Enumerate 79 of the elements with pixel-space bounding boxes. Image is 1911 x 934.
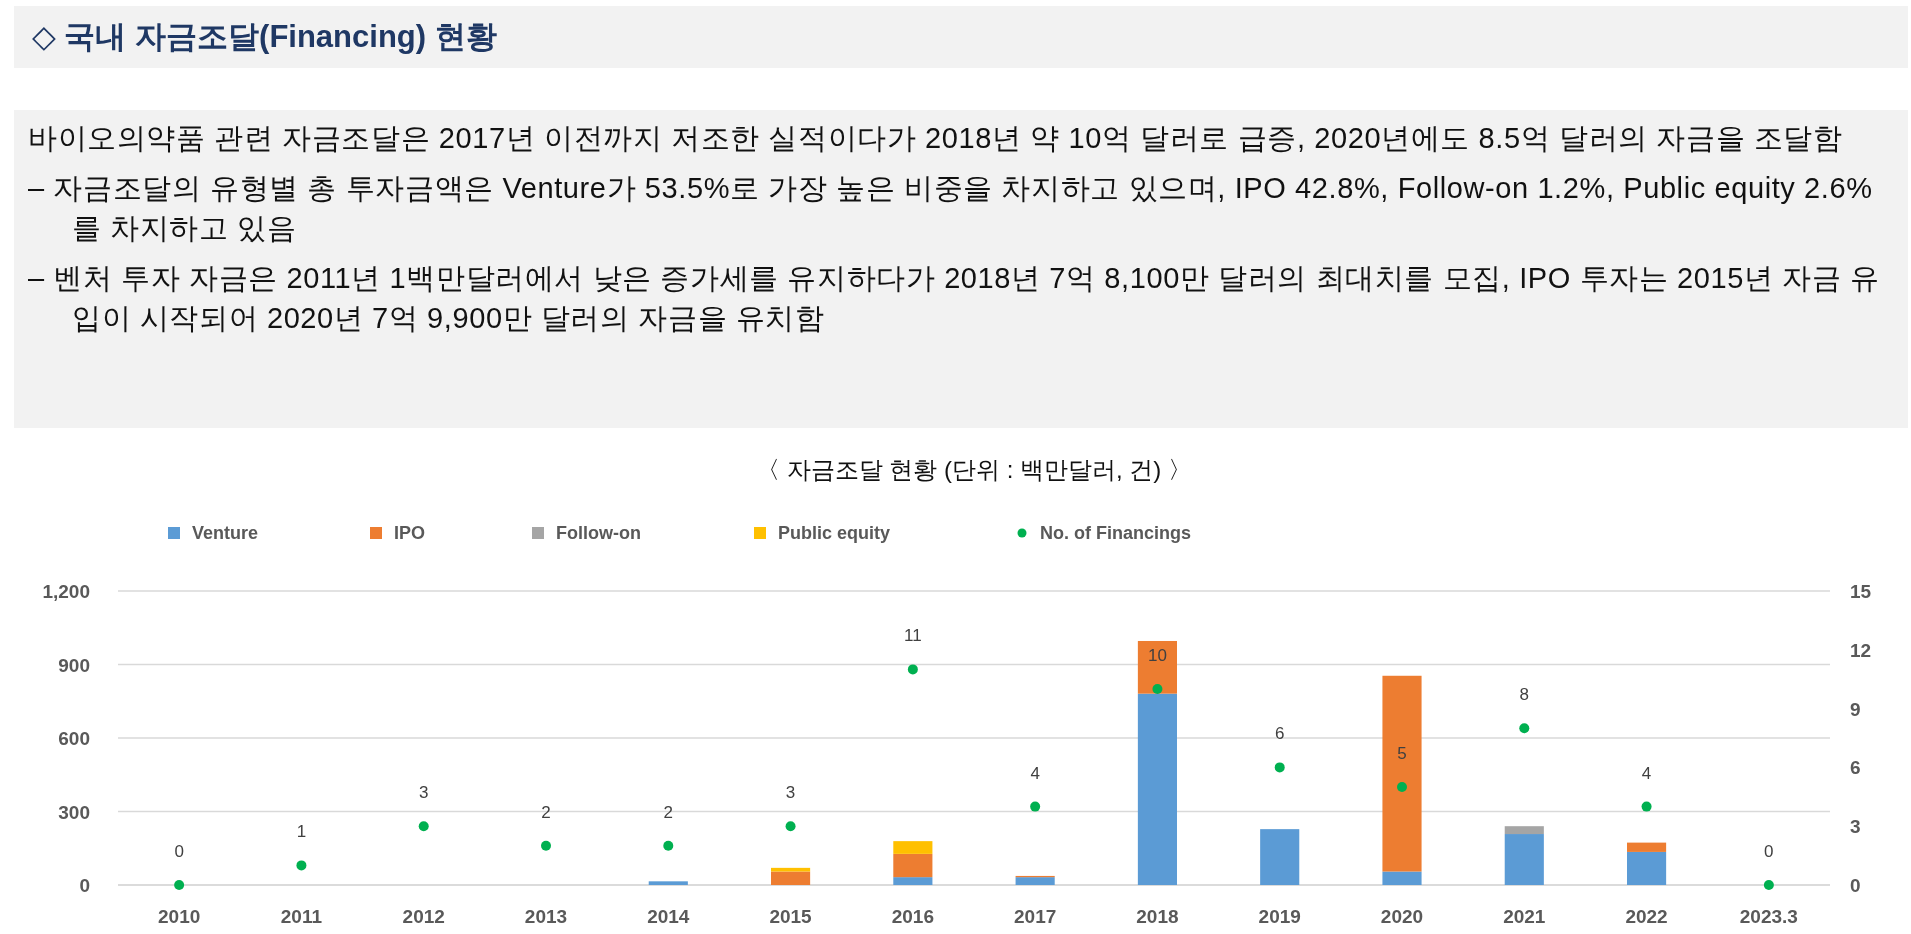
data-label: 2 [541,802,551,822]
data-label: 11 [904,626,922,646]
bar [1137,640,1177,694]
y2-tick-label: 6 [1850,757,1861,779]
bar [1260,829,1300,885]
bar [1382,675,1422,872]
text: 바이오의약품 관련 자금조달은 2017년 이전까지 저조한 실적이다가 2018년 약 10억 달러로 급증, 2020년에도 8.5억 달러의 자금을 조달함 [28,121,1844,156]
legend-label: Venture [192,523,259,543]
y2-tick-label: 15 [1850,581,1872,602]
data-label: 10 [1147,646,1167,665]
data-label: 3 [785,783,796,803]
point [785,821,796,832]
legend-label: No. of Financings [1040,523,1191,543]
bar [771,867,811,872]
x-tick-label: 2012 [402,906,445,927]
point [907,664,918,675]
x-tick-label: 2013 [524,906,568,927]
x-tick-label: 2014 [647,906,690,927]
bar [893,853,933,878]
data-label: 8 [1519,685,1530,705]
data-label: 0 [1764,842,1774,861]
bar [893,841,933,854]
x-tick-label: 2011 [280,906,323,927]
point [541,840,551,851]
bar [893,877,933,885]
x-tick-label: 2015 [769,906,813,927]
y2-tick-label: 12 [1850,639,1872,661]
bar [648,881,688,885]
point [1030,801,1041,812]
y2-tick-label: 0 [1850,875,1861,896]
y-tick-label: 900 [58,654,90,676]
data-label: 6 [1274,724,1285,744]
chart-title: 〈 자금조달 현황 (단위 : 백만달러, 건) 〉 [756,456,1192,483]
legend-label: Follow-on [556,523,641,543]
point [296,860,307,871]
bar [1504,826,1544,835]
legend-label: Public equity [778,523,891,543]
data-label: 1 [296,822,307,842]
x-tick-label: 2016 [891,906,934,927]
point [174,880,185,890]
x-tick-label: 2017 [1014,906,1057,927]
data-label: 0 [174,842,184,861]
bar [1627,851,1667,885]
bar [1015,877,1055,885]
data-label: 5 [1397,744,1407,763]
data-label: 3 [418,783,429,803]
point [1519,723,1530,734]
data-label: 4 [1641,763,1652,783]
point [1274,762,1285,773]
x-tick-label: 2020 [1380,906,1424,927]
bar [771,871,811,885]
x-tick-label: 2022 [1625,906,1668,927]
legend-label: IPO [394,523,426,543]
text: – 자금조달의 유형별 총 투자금액은 Venture가 53.5%로 가장 높은 비중을 차지하고 있으며, IPO 42.8%, Follow-on 1.2%, Public equity 2.6%를 차지하고 있음 [28,171,1874,246]
x-tick-label: 2018 [1136,906,1179,927]
bar [1504,834,1544,885]
point [663,840,674,851]
bar [1382,871,1422,885]
x-tick-label: 2010 [158,906,201,927]
data-label: 4 [1030,763,1040,783]
point [1397,782,1407,792]
y-tick-label: 1,200 [42,581,90,602]
x-tick-label: 2023.3 [1739,906,1798,927]
text: ◇ 국내 자금조달(Financing) 현황 [14,6,1908,68]
text: – 벤처 투자 자금은 2011년 1백만달러에서 낮은 증가세를 유지하다가 2018년 7억 8,100만 달러의 최대치를 모집, IPO 투자는 2015년 자금 유입이 시작되어 2020년 7억 9,900만 달러의 자금을 유치함 [28,261,1881,336]
bar [1137,693,1177,885]
point [1641,801,1652,812]
y-tick-label: 600 [58,728,90,749]
y2-tick-label: 9 [1850,698,1861,720]
data-label: 2 [663,802,674,822]
x-tick-label: 2019 [1258,906,1301,927]
y-tick-label: 0 [79,875,90,896]
point [418,821,429,832]
y2-tick-label: 3 [1850,816,1861,838]
point [1763,880,1774,890]
bar [1627,842,1667,852]
y-tick-label: 300 [58,801,90,823]
x-tick-label: 2021 [1503,906,1546,927]
point [1152,684,1163,694]
